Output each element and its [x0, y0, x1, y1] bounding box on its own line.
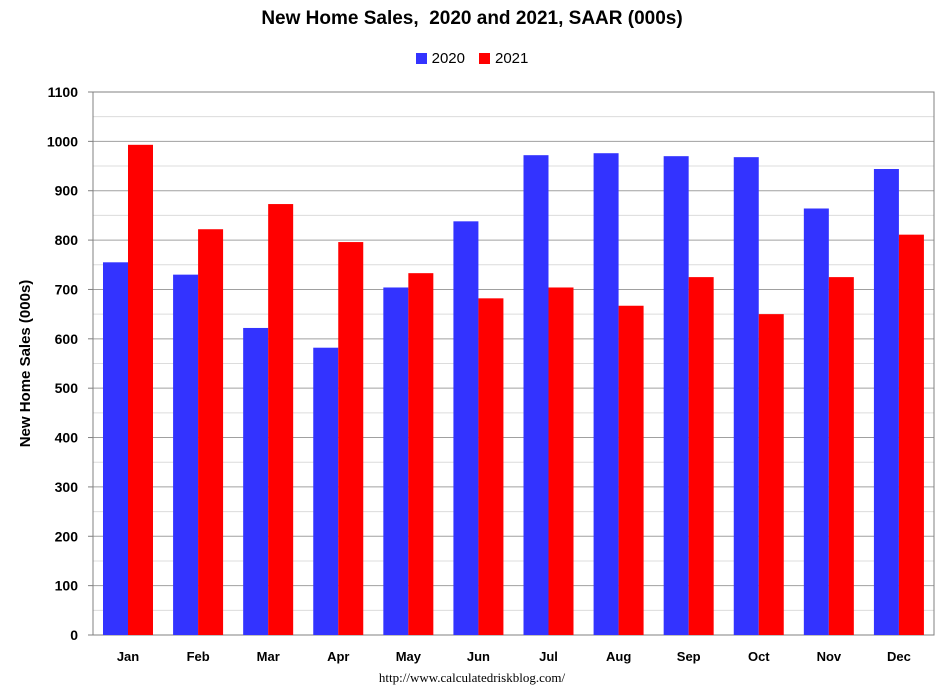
y-axis-label: New Home Sales (000s): [17, 280, 34, 448]
y-tick-label: 100: [55, 578, 79, 594]
x-tick-label: Jun: [467, 649, 490, 664]
bar-2020-mar: [243, 327, 269, 635]
y-tick-label: 1000: [47, 133, 78, 149]
legend-entry-2021: 2021: [479, 50, 528, 67]
y-tick-label: 1100: [48, 84, 79, 100]
bar-2020-jan: [103, 262, 128, 635]
y-tick-label: 500: [55, 380, 79, 396]
bar-2021-feb: [198, 229, 224, 636]
bar-2020-apr: [313, 347, 339, 635]
x-tick-label: Dec: [887, 649, 911, 664]
bar-2021-jan: [128, 144, 153, 635]
legend-entry-2020: 2020: [415, 50, 465, 67]
legend: 2020 2021: [0, 50, 944, 67]
bar-2020-sep: [663, 156, 689, 635]
legend-label-2021: 2021: [495, 50, 529, 67]
bar-2020-aug: [593, 153, 619, 635]
bar-2020-nov: [803, 208, 829, 636]
x-tick-label: Aug: [606, 649, 631, 664]
x-tick-label: Jan: [117, 649, 139, 664]
y-tick-label: 0: [70, 627, 78, 643]
bar-2021-sep: [688, 277, 714, 635]
bar-2021-may: [408, 273, 434, 635]
plot-area-border: [92, 91, 935, 636]
bar-2021-mar: [268, 204, 294, 635]
x-tick-label: May: [396, 649, 422, 664]
bar-2020-may: [383, 287, 409, 635]
y-tick-label: 800: [55, 232, 79, 248]
y-tick-label: 700: [55, 281, 79, 297]
bar-2020-oct: [733, 157, 759, 635]
bar-2021-jul: [548, 287, 574, 635]
y-tick-label: 900: [55, 183, 79, 199]
bar-2021-aug: [618, 305, 644, 635]
source-url: http://www.calculatedriskblog.com/: [378, 670, 566, 685]
x-tick-label: Apr: [327, 649, 349, 664]
y-tick-label: 200: [55, 528, 79, 544]
bar-2020-dec: [873, 169, 899, 636]
y-tick-label: 400: [55, 430, 79, 446]
x-tick-label: Sep: [677, 649, 701, 664]
x-tick-label: Mar: [257, 649, 280, 664]
bar-2020-jun: [453, 221, 479, 635]
legend-swatch-2021: [479, 53, 490, 64]
bar-2020-feb: [173, 274, 199, 635]
bar-2021-nov: [828, 277, 854, 635]
y-tick-label: 600: [55, 331, 79, 347]
y-tick-label: 300: [55, 479, 79, 495]
chart-title: New Home Sales, 2020 and 2021, SAAR (000…: [261, 8, 683, 29]
legend-swatch-2020: [415, 53, 427, 64]
bar-2021-dec: [898, 234, 924, 636]
bar-2021-apr: [338, 242, 364, 635]
x-tick-label: Jul: [539, 649, 558, 664]
x-tick-label: Oct: [748, 649, 770, 664]
bar-2021-oct: [758, 314, 784, 635]
bar-2021-jun: [478, 298, 504, 635]
x-tick-label: Nov: [817, 649, 842, 664]
x-tick-label: Feb: [187, 649, 210, 664]
bar-2020-jul: [523, 155, 549, 635]
legend-label-2020: 2020: [431, 50, 465, 67]
